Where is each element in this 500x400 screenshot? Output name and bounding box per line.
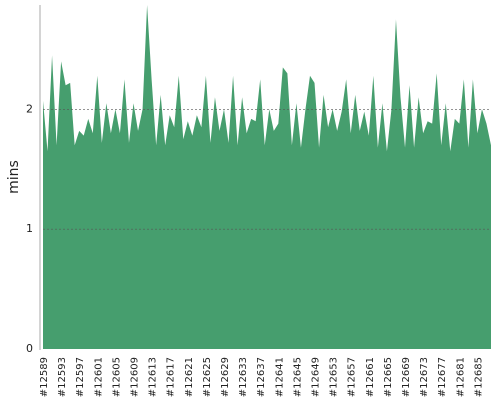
x-tick-label: #12673 [419,357,430,397]
x-tick-label: #12629 [220,357,231,397]
x-tick-label: #12613 [148,357,159,397]
area [43,5,491,349]
x-tick-label: #12665 [383,357,394,397]
x-tick-label: #12637 [256,357,267,397]
x-tick-label: #12601 [93,357,104,397]
y-tick-label: 2 [26,102,33,115]
x-tick-label: #12645 [292,357,303,397]
x-tick-label: #12653 [329,357,340,397]
x-tick-label: #12617 [166,357,177,397]
x-tick-label: #12597 [75,357,86,397]
y-tick-label: 1 [26,222,33,235]
x-tick-label: #12657 [347,357,358,397]
x-tick-label: #12661 [365,357,376,397]
y-tick-label: 0 [26,342,33,355]
x-tick-label: #12669 [401,357,412,397]
x-tick-label: #12609 [130,357,141,397]
x-tick-label: #12681 [455,357,466,397]
x-tick-label: #12621 [184,357,195,397]
x-tick-label: #12685 [473,357,484,397]
x-tick-label: #12605 [111,357,122,397]
x-tick-label: #12641 [274,357,285,397]
x-tick-label: #12589 [39,357,50,397]
x-tick-label: #12649 [311,357,322,397]
y-axis-title: mins [6,160,22,194]
x-tick-label: #12677 [437,357,448,397]
x-tick-label: #12625 [202,357,213,397]
x-tick-label: #12593 [57,357,68,397]
x-tick-label: #12633 [238,357,249,397]
